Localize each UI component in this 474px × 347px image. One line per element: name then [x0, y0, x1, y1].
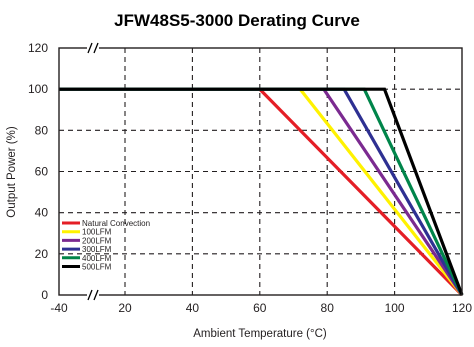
axis-break-mask-top [87, 44, 99, 52]
series-line-300lfm [59, 87, 464, 296]
axis-break-slash-top-2 [93, 42, 99, 54]
x-tick-label-80: 80 [321, 301, 335, 315]
legend-label-100lfm: 100LFM [82, 228, 112, 237]
legend-label-300lfm: 300LFM [82, 245, 112, 254]
x-tick-label--40: -40 [50, 301, 68, 315]
y-tick-label-60: 60 [35, 165, 49, 179]
legend-label-200lfm: 200LFM [82, 236, 112, 245]
legend-label-500lfm: 500LFM [82, 263, 112, 272]
axis-break-slash-top-1 [87, 42, 93, 54]
x-tick-label-100: 100 [385, 301, 405, 315]
plot-frame [58, 47, 463, 296]
series-line-500lfm [59, 87, 464, 296]
legend-label-natural-convection: Natural Convection [82, 219, 150, 228]
axis-break-slash-bottom-1 [87, 289, 93, 301]
y-tick-label-20: 20 [35, 247, 49, 261]
plot-frame-border [58, 47, 463, 296]
tick-labels: -40 20 40 60 80 100 120 0 20 40 60 80 100 120 [28, 41, 472, 315]
x-tick-label-20: 20 [118, 301, 132, 315]
axis-break-slash-bottom-2 [93, 289, 99, 301]
x-axis-label: Ambient Temperature (°C) [193, 328, 327, 340]
x-tick-label-60: 60 [253, 301, 267, 315]
y-tick-label-40: 40 [35, 206, 49, 220]
chart-title: JFW48S5-3000 Derating Curve [114, 11, 360, 30]
y-tick-label-80: 80 [35, 123, 49, 137]
x-tick-label-120: 120 [452, 301, 472, 315]
axis-break-markers [87, 42, 99, 301]
axis-break-mask-bottom [87, 291, 99, 299]
x-tick-label-40: 40 [186, 301, 200, 315]
legend: Natural Convection100LFM200LFM300LFM400L… [62, 219, 150, 272]
grid-lines [59, 48, 462, 295]
y-tick-label-0: 0 [41, 288, 48, 302]
y-axis-label: Output Power (%) [6, 126, 18, 218]
y-tick-label-120: 120 [28, 41, 48, 55]
legend-label-400lfm: 400LFM [82, 254, 112, 263]
data-series [59, 87, 464, 297]
y-tick-label-100: 100 [28, 82, 48, 96]
